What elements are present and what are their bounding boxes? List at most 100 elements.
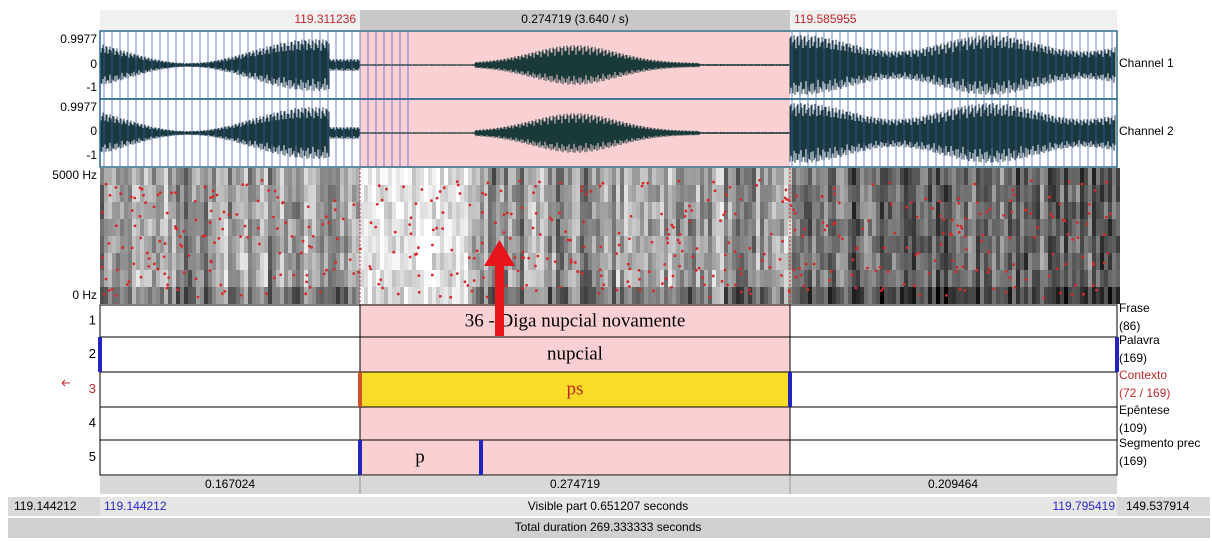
spectrogram-cell xyxy=(460,287,464,304)
spectrogram-cell xyxy=(964,185,968,202)
visible-part[interactable]: Visible part 0.651207 seconds xyxy=(528,499,689,513)
spectrogram-cell xyxy=(588,236,592,253)
window-end[interactable]: 149.537914 xyxy=(1126,499,1190,513)
spectrogram-cell xyxy=(348,185,352,202)
spectrogram-cell xyxy=(948,202,952,219)
spectrogram-cell xyxy=(500,202,504,219)
spectrogram-cell xyxy=(220,253,224,270)
spectrogram-cell xyxy=(752,168,756,185)
spectrogram-cell xyxy=(400,168,404,185)
spectrogram-cell xyxy=(812,168,816,185)
spectrogram-cell xyxy=(652,219,656,236)
spectrogram-cell xyxy=(828,168,832,185)
spectrogram-cell xyxy=(328,168,332,185)
spectrogram-cell xyxy=(548,270,552,287)
spectrogram-cell xyxy=(224,270,228,287)
spectrogram-cell xyxy=(380,202,384,219)
formant-dot xyxy=(1024,209,1027,212)
spectrogram-cell xyxy=(960,236,964,253)
formant-dot xyxy=(265,292,268,295)
spectrogram-cell xyxy=(944,202,948,219)
spectrogram-cell xyxy=(900,202,904,219)
spectrogram-cell xyxy=(1092,168,1096,185)
spectrogram-cell xyxy=(808,253,812,270)
interval-text[interactable]: nupcial xyxy=(547,343,603,364)
spectrogram-cell xyxy=(596,236,600,253)
formant-dot xyxy=(956,224,959,227)
spectrogram-cell xyxy=(372,270,376,287)
spectrogram-cell xyxy=(472,253,476,270)
spectrogram-cell xyxy=(824,236,828,253)
spectrogram-cell xyxy=(984,253,988,270)
spectrogram-cell xyxy=(228,185,232,202)
spectrogram-cell xyxy=(1096,185,1100,202)
amplitude-min: -1 xyxy=(86,148,97,162)
spectrogram-cell xyxy=(916,219,920,236)
spectrogram-cell xyxy=(792,270,796,287)
spectrogram-cell xyxy=(872,236,876,253)
spectrogram-cell xyxy=(516,236,520,253)
spectrogram-cell xyxy=(816,202,820,219)
formant-dot xyxy=(392,251,395,254)
spectrogram-cell xyxy=(1064,270,1068,287)
formant-dot xyxy=(903,283,906,286)
spectrogram-cell xyxy=(1044,236,1048,253)
window-start[interactable]: 119.144212 xyxy=(14,499,77,513)
formant-dot xyxy=(874,269,877,272)
spectrogram-cell xyxy=(952,287,956,304)
interval-duration[interactable]: 0.209464 xyxy=(928,477,978,491)
spectrogram-cell xyxy=(384,202,388,219)
spectrogram-cell xyxy=(408,270,412,287)
spectrogram-cell xyxy=(192,287,196,304)
formant-dot xyxy=(627,263,630,266)
spectrogram-cell xyxy=(464,202,468,219)
spectrogram-cell xyxy=(800,185,804,202)
interval-text[interactable]: p xyxy=(415,446,425,467)
total-duration[interactable]: Total duration 269.333333 seconds xyxy=(515,520,702,534)
interval-duration[interactable]: 0.274719 xyxy=(550,477,600,491)
formant-dot xyxy=(830,270,833,273)
spectrogram-cell xyxy=(520,236,524,253)
formant-dot xyxy=(514,256,517,259)
spectrogram-cell xyxy=(200,253,204,270)
formant-dot xyxy=(235,213,238,216)
formant-dot xyxy=(986,211,989,214)
spectrogram-cell xyxy=(1096,253,1100,270)
selection-duration[interactable]: 0.274719 (3.640 / s) xyxy=(521,12,628,26)
spectrogram-cell xyxy=(1020,219,1024,236)
spectrogram-cell xyxy=(424,219,428,236)
formant-dot xyxy=(803,285,806,288)
spectrogram-cell xyxy=(204,253,208,270)
spectrogram-cell xyxy=(1104,185,1108,202)
spectrogram-cell xyxy=(304,219,308,236)
spectrogram-cell xyxy=(872,219,876,236)
tier-number: 4 xyxy=(89,415,96,430)
spectrogram-cell xyxy=(976,168,980,185)
formant-dot xyxy=(210,261,213,264)
formant-dot xyxy=(119,192,122,195)
spectrogram-cell xyxy=(112,270,116,287)
tier-name: Epêntese xyxy=(1119,403,1170,417)
formant-dot xyxy=(167,276,170,279)
spectrogram-cell xyxy=(752,185,756,202)
interval-text[interactable]: ps xyxy=(567,378,584,399)
formant-dot xyxy=(951,260,954,263)
formant-dot xyxy=(564,230,567,233)
spectrogram-cell xyxy=(720,185,724,202)
spectrogram-cell xyxy=(1036,185,1040,202)
spectrogram-cell xyxy=(748,270,752,287)
formant-dot xyxy=(439,295,442,298)
formant-dot xyxy=(1030,179,1033,182)
spectrogram-cell xyxy=(684,253,688,270)
spectrogram-cell xyxy=(960,202,964,219)
spectrogram-cell xyxy=(836,168,840,185)
formant-dot xyxy=(725,194,728,197)
spectrogram-cell xyxy=(724,287,728,304)
interval-duration[interactable]: 0.167024 xyxy=(205,477,255,491)
spectrogram-cell xyxy=(852,168,856,185)
spectrogram-cell xyxy=(624,168,628,185)
spectrogram-cell xyxy=(312,185,316,202)
spectrogram-cell xyxy=(360,219,364,236)
spectrogram-cell xyxy=(360,253,364,270)
spectrogram-cell xyxy=(692,236,696,253)
